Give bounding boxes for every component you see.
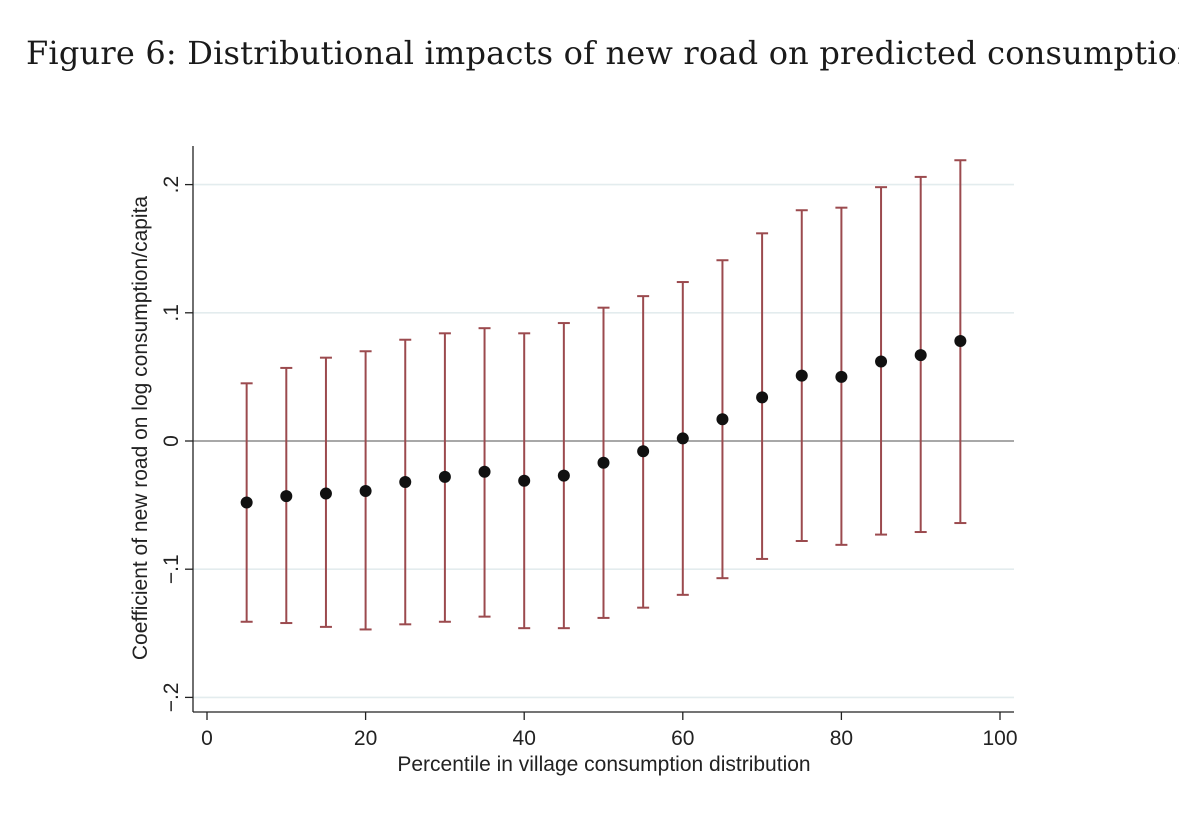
point-estimate-90 <box>914 349 927 362</box>
point-estimate-60 <box>676 432 689 445</box>
x-tick-label-2: 40 <box>513 727 536 750</box>
x-ticks: 0 20 40 60 80 100 <box>201 712 1018 750</box>
x-tick-label-5: 100 <box>982 727 1017 750</box>
point-estimate-30 <box>438 470 451 483</box>
x-tick-label-3: 60 <box>671 727 694 750</box>
point-estimate-95 <box>954 335 967 348</box>
point-estimate-5 <box>240 496 253 509</box>
y-axis-title: Coefficient of new road on log consumpti… <box>129 196 152 661</box>
point-estimate-40 <box>518 474 531 487</box>
point-estimates <box>240 335 967 509</box>
point-estimate-80 <box>835 370 848 383</box>
x-tick-label-0: 0 <box>201 727 213 750</box>
y-tick-label-1: −.1 <box>160 554 183 584</box>
y-tick-label-2: 0 <box>160 435 183 447</box>
point-estimate-65 <box>716 413 729 426</box>
point-estimate-70 <box>756 391 769 404</box>
y-tick-label-3: .1 <box>160 304 183 322</box>
figure-title: Figure 6: Distributional impacts of new … <box>26 34 1179 72</box>
point-estimate-20 <box>359 484 372 497</box>
point-estimate-50 <box>597 456 610 469</box>
x-axis-title: Percentile in village consumption distri… <box>397 753 810 776</box>
point-estimate-25 <box>399 476 412 489</box>
point-estimate-35 <box>478 465 491 478</box>
point-estimate-55 <box>637 445 650 458</box>
x-tick-label-4: 80 <box>830 727 853 750</box>
point-estimate-15 <box>319 487 332 500</box>
y-tick-label-0: −.2 <box>160 683 183 713</box>
confidence-intervals <box>240 159 967 631</box>
point-estimate-85 <box>875 355 888 368</box>
y-ticks: −.2 −.1 0 .1 .2 <box>160 176 193 712</box>
point-estimate-10 <box>280 490 293 503</box>
y-tick-label-4: .2 <box>160 176 183 194</box>
x-tick-label-1: 20 <box>354 727 377 750</box>
point-estimate-75 <box>795 369 808 382</box>
point-estimate-45 <box>557 469 570 482</box>
